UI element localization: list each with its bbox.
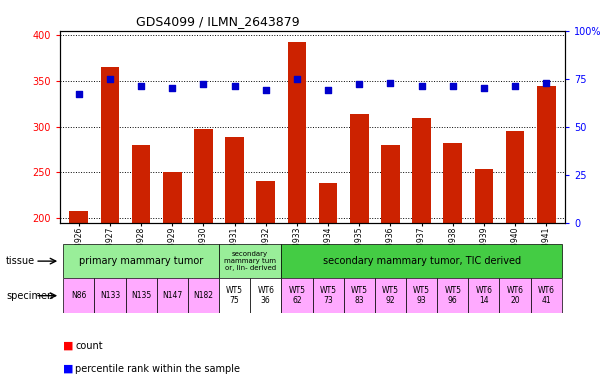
Bar [219, 278, 250, 313]
Text: secondary
mammary tum
or, lin- derived: secondary mammary tum or, lin- derived [224, 251, 276, 271]
Point [136, 83, 146, 89]
Point [261, 87, 270, 93]
Bar [468, 278, 499, 313]
Point [199, 81, 209, 88]
Bar [288, 42, 307, 384]
Point [510, 83, 520, 89]
Bar [281, 244, 562, 278]
Bar [313, 278, 344, 313]
Point [479, 85, 489, 91]
Point [323, 87, 333, 93]
Text: secondary mammary tumor, TIC derived: secondary mammary tumor, TIC derived [323, 256, 520, 266]
Bar [100, 67, 120, 384]
Text: count: count [75, 341, 103, 351]
Bar [444, 143, 462, 384]
Bar [70, 211, 88, 384]
Bar [225, 137, 244, 384]
Text: N147: N147 [162, 291, 183, 300]
Text: ■: ■ [63, 341, 73, 351]
Bar [437, 278, 468, 313]
Bar [381, 145, 400, 384]
Text: WT5
83: WT5 83 [351, 286, 368, 305]
Bar [344, 278, 375, 313]
Point [448, 83, 457, 89]
Text: WT5
93: WT5 93 [413, 286, 430, 305]
Point [292, 76, 302, 82]
Bar [537, 86, 555, 384]
Text: N135: N135 [131, 291, 151, 300]
Bar [163, 172, 182, 384]
Text: WT5
92: WT5 92 [382, 286, 399, 305]
Bar [499, 278, 531, 313]
Bar [157, 278, 188, 313]
Bar [250, 278, 281, 313]
Text: tissue: tissue [6, 256, 35, 266]
Point [542, 79, 551, 86]
Text: WT6
36: WT6 36 [257, 286, 274, 305]
Bar [132, 145, 150, 384]
Bar [194, 129, 213, 384]
Text: WT5
96: WT5 96 [444, 286, 461, 305]
Point [168, 85, 177, 91]
Bar [257, 180, 275, 384]
Point [386, 79, 395, 86]
Text: WT5
75: WT5 75 [226, 286, 243, 305]
Bar [63, 278, 94, 313]
Text: WT5
62: WT5 62 [288, 286, 305, 305]
Bar [375, 278, 406, 313]
Point [105, 76, 115, 82]
Text: N86: N86 [71, 291, 87, 300]
Bar [281, 278, 313, 313]
Text: WT6
20: WT6 20 [507, 286, 523, 305]
Bar [350, 114, 368, 384]
Text: ■: ■ [63, 364, 73, 374]
Bar [219, 244, 281, 278]
Bar [412, 119, 431, 384]
Point [74, 91, 84, 97]
Point [416, 83, 426, 89]
Text: WT6
14: WT6 14 [475, 286, 492, 305]
Point [355, 81, 364, 88]
Text: N182: N182 [194, 291, 213, 300]
Bar [505, 131, 525, 384]
Bar [63, 244, 219, 278]
Text: N133: N133 [100, 291, 120, 300]
Text: GDS4099 / ILMN_2643879: GDS4099 / ILMN_2643879 [136, 15, 299, 28]
Text: WT6
41: WT6 41 [538, 286, 555, 305]
Bar [531, 278, 562, 313]
Bar [94, 278, 126, 313]
Bar [475, 169, 493, 384]
Bar [188, 278, 219, 313]
Bar [126, 278, 157, 313]
Bar [406, 278, 437, 313]
Text: percentile rank within the sample: percentile rank within the sample [75, 364, 240, 374]
Text: specimen: specimen [6, 291, 53, 301]
Text: primary mammary tumor: primary mammary tumor [79, 256, 203, 266]
Point [230, 83, 239, 89]
Text: WT5
73: WT5 73 [320, 286, 337, 305]
Bar [319, 184, 337, 384]
